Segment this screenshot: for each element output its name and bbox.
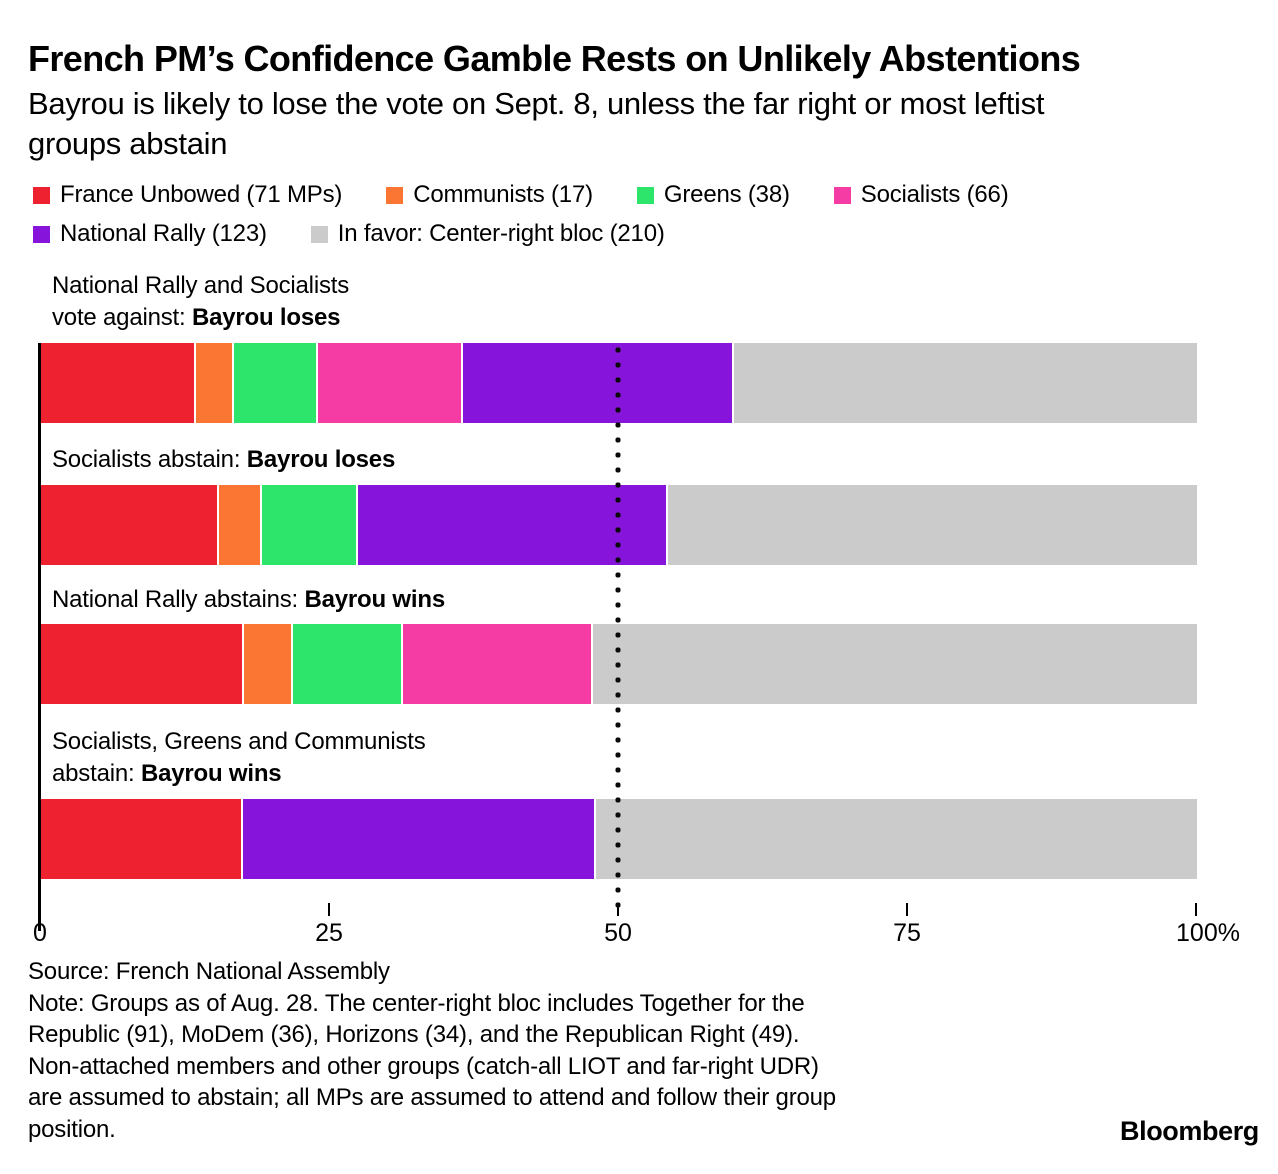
fifty-percent-reference-line bbox=[615, 343, 621, 915]
scenario-outcome: Bayrou loses bbox=[246, 446, 396, 473]
bar-segment-national_rally bbox=[357, 485, 668, 565]
scenario-label-1: National Rally and Socialists vote again… bbox=[52, 270, 349, 334]
bar-segment-france_unbowed bbox=[40, 799, 244, 879]
scenario-label-text: National Rally and Socialists vote again… bbox=[52, 272, 350, 331]
note-line: Note: Groups as of Aug. 28. The center-r… bbox=[28, 989, 805, 1017]
axis-tick-label: 25 bbox=[315, 919, 343, 947]
axis-tick-label: 0 bbox=[33, 919, 47, 947]
y-axis-line bbox=[38, 343, 41, 931]
note-line: position. bbox=[28, 1115, 116, 1143]
bar-segment-national_rally bbox=[463, 343, 735, 423]
bar-segment-in_favor bbox=[592, 624, 1197, 704]
bar-segment-france_unbowed bbox=[40, 343, 197, 423]
axis-tick bbox=[328, 903, 330, 916]
scenario-bar-1 bbox=[40, 343, 1197, 423]
bar-segment-greens bbox=[261, 485, 358, 565]
bar-segment-greens bbox=[293, 624, 403, 704]
legend-item-national-rally: National Rally (123) bbox=[33, 220, 267, 248]
chart-legend: France Unbowed (71 MPs) Communists (17) … bbox=[33, 181, 1009, 248]
source-line: Source: French National Assembly bbox=[28, 958, 390, 985]
scenario-bar-4 bbox=[40, 799, 1197, 879]
bar-segment-communists bbox=[244, 624, 294, 704]
scenario-label-3: National Rally abstains: Bayrou wins bbox=[52, 584, 445, 616]
bar-segment-communists bbox=[196, 343, 234, 423]
bar-segment-france_unbowed bbox=[40, 485, 219, 565]
legend-item-communists: Communists (17) bbox=[386, 181, 593, 209]
chart-footnote: Source: French National Assembly Note: G… bbox=[28, 956, 836, 1145]
axis-tick bbox=[906, 903, 908, 916]
page-title: French PM’s Confidence Gamble Rests on U… bbox=[28, 38, 1081, 79]
scenario-outcome: Bayrou wins bbox=[304, 586, 445, 613]
scenario-outcome: Bayrou loses bbox=[191, 304, 341, 331]
scenario-label-2: Socialists abstain: Bayrou loses bbox=[52, 444, 395, 476]
legend-item-in-favor: In favor: Center-right bloc (210) bbox=[310, 220, 665, 248]
legend-label: Greens (38) bbox=[663, 181, 790, 208]
legend-item-france-unbowed: France Unbowed (71 MPs) bbox=[33, 181, 342, 209]
scenario-bar-2 bbox=[40, 485, 1197, 565]
legend-label: National Rally (123) bbox=[60, 220, 267, 247]
legend-label: Socialists (66) bbox=[860, 181, 1009, 208]
note-line: are assumed to abstain; all MPs are assu… bbox=[28, 1084, 836, 1111]
legend-swatch-france-unbowed-icon bbox=[33, 186, 50, 204]
bar-segment-communists bbox=[218, 485, 262, 565]
bloomberg-logo: Bloomberg bbox=[1120, 1116, 1259, 1146]
chart-subtitle: Bayrou is likely to lose the vote on Sep… bbox=[28, 84, 1044, 164]
bar-segment-socialists bbox=[317, 343, 464, 423]
subtitle-line: groups abstain bbox=[28, 126, 228, 161]
legend-item-socialists: Socialists (66) bbox=[833, 181, 1009, 209]
legend-swatch-greens-icon bbox=[636, 186, 654, 204]
subtitle-line: Bayrou is likely to lose the vote on Sep… bbox=[28, 86, 1045, 121]
legend-label: In favor: Center-right bloc (210) bbox=[337, 220, 665, 247]
bar-segment-france_unbowed bbox=[40, 624, 245, 704]
axis-tick bbox=[1195, 903, 1197, 916]
bar-segment-in_favor bbox=[667, 485, 1197, 565]
legend-swatch-communists-icon bbox=[386, 186, 404, 204]
legend-swatch-in-favor-icon bbox=[310, 225, 328, 243]
note-line: Non-attached members and other groups (c… bbox=[28, 1052, 819, 1080]
bar-segment-socialists bbox=[402, 624, 593, 704]
note-line: Republic (91), MoDem (36), Horizons (34)… bbox=[28, 1021, 800, 1048]
bar-segment-in_favor bbox=[734, 343, 1197, 423]
bar-segment-greens bbox=[233, 343, 318, 423]
legend-swatch-socialists-icon bbox=[833, 186, 851, 204]
legend-label: France Unbowed (71 MPs) bbox=[60, 181, 343, 208]
legend-swatch-national-rally-icon bbox=[33, 225, 50, 243]
legend-row: France Unbowed (71 MPs) Communists (17) … bbox=[33, 181, 1009, 209]
scenario-label-text: Socialists, Greens and Communists abstai… bbox=[52, 728, 426, 787]
scenario-outcome: Bayrou wins bbox=[140, 760, 282, 787]
scenario-label-text: National Rally abstains: bbox=[52, 586, 305, 613]
scenario-bar-3 bbox=[40, 624, 1197, 704]
legend-row: National Rally (123) In favor: Center-ri… bbox=[33, 220, 1008, 248]
scenario-label-4: Socialists, Greens and Communists abstai… bbox=[52, 726, 426, 790]
axis-tick-label: 75 bbox=[893, 919, 921, 947]
axis-tick-label: 100% bbox=[1176, 919, 1240, 947]
scenario-label-text: Socialists abstain: bbox=[52, 446, 247, 473]
bar-segment-in_favor bbox=[595, 799, 1197, 879]
axis-tick-label: 50 bbox=[604, 919, 632, 947]
legend-label: Communists (17) bbox=[413, 181, 593, 208]
legend-item-greens: Greens (38) bbox=[636, 181, 790, 209]
bar-segment-national_rally bbox=[243, 799, 596, 879]
